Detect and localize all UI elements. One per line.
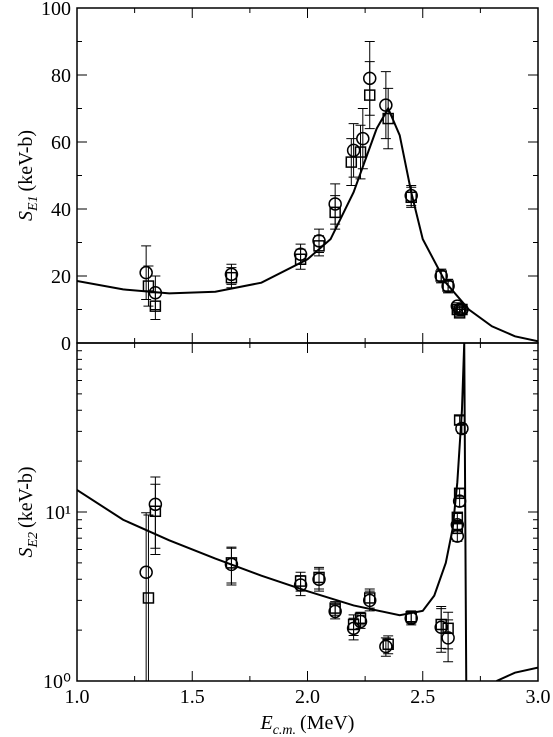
- y-tick-label: 20: [51, 266, 71, 288]
- x-tick-label: 1.0: [65, 686, 90, 708]
- plot-area: [77, 41, 538, 343]
- circle-point: [379, 639, 393, 654]
- x-axis-label: Ec.m. (MeV): [260, 712, 355, 737]
- error-bar: [443, 611, 454, 650]
- error-bar: [380, 71, 391, 140]
- y-tick-label: 80: [51, 65, 71, 87]
- x-tick-label: 2.5: [410, 686, 435, 708]
- error-bar: [150, 483, 161, 556]
- error-bar: [143, 514, 154, 681]
- y-axis-label-symbol: S: [15, 211, 37, 221]
- square-point: [456, 303, 468, 316]
- x-tick-label: 2.0: [295, 686, 320, 708]
- square-point: [442, 280, 454, 292]
- error-bar: [364, 61, 375, 130]
- error-bar: [348, 614, 359, 636]
- y-axis-label-symbol: S: [15, 548, 37, 558]
- error-bar: [355, 124, 366, 180]
- square-point: [354, 146, 367, 158]
- square-point: [313, 571, 325, 584]
- square-point: [405, 610, 417, 623]
- square-point: [329, 602, 341, 614]
- x-tick-label: 3.0: [526, 686, 551, 708]
- x-axis-label-symbol: E: [260, 712, 273, 734]
- square-point: [442, 622, 454, 635]
- x-axis-label-sub: c.m.: [273, 723, 296, 737]
- y-axis-label-unit: (keV-b): [15, 130, 37, 191]
- x-tick-label: 1.5: [180, 686, 205, 708]
- square-point: [354, 612, 367, 625]
- x-axis-label-unit: (MeV): [300, 712, 354, 734]
- error-bar: [346, 138, 357, 187]
- square-point: [345, 156, 358, 168]
- square-point: [329, 206, 341, 219]
- circle-point: [139, 565, 153, 580]
- circle-point: [139, 265, 153, 280]
- square-point: [382, 638, 394, 650]
- y-tick-label: 10¹: [45, 502, 71, 524]
- y-axis-label-sub: E1: [26, 195, 41, 212]
- square-point: [435, 270, 447, 282]
- fit-curve: [77, 343, 538, 681]
- square-point: [149, 300, 162, 312]
- y-axis-label-unit: (keV-b): [15, 466, 37, 527]
- plot-area: [77, 343, 538, 681]
- square-point: [363, 89, 376, 101]
- error-bar: [143, 265, 154, 307]
- square-point: [225, 271, 238, 284]
- y-tick-label: 10⁰: [43, 671, 71, 693]
- y-axis-label: SE2 (keV-b): [15, 466, 41, 557]
- y-tick-label: 40: [51, 199, 71, 221]
- error-bar: [295, 248, 306, 270]
- square-point: [451, 511, 464, 524]
- square-point: [363, 592, 376, 604]
- y-axis-label-sub: E2: [26, 532, 41, 549]
- error-bar: [314, 235, 325, 257]
- error-bar: [348, 123, 359, 178]
- square-point: [149, 505, 162, 518]
- error-bar: [141, 512, 152, 681]
- y-tick-label: 100: [41, 0, 71, 20]
- y-tick-label: 60: [51, 132, 71, 154]
- square-point: [142, 592, 155, 604]
- square-point: [435, 618, 447, 631]
- y-axis-label: SE1 (keV-b): [15, 130, 41, 221]
- square-point: [294, 575, 307, 587]
- error-bar: [383, 87, 394, 150]
- error-bar: [314, 566, 325, 590]
- fit-curve: [77, 106, 538, 343]
- y-tick-label: 0: [61, 333, 71, 355]
- circle-point: [356, 131, 370, 146]
